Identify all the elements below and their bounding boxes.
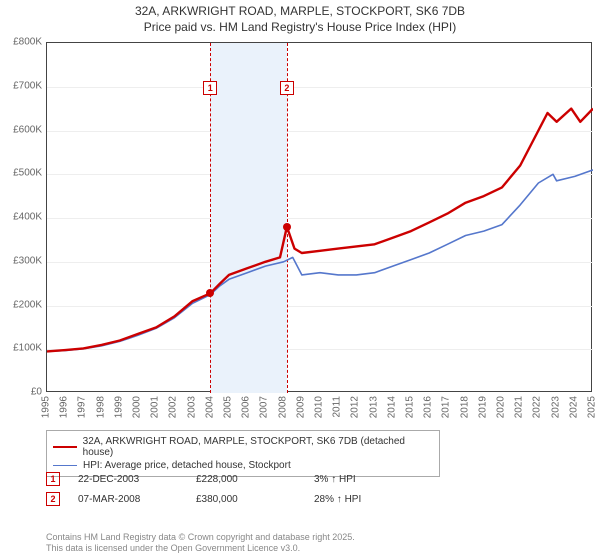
x-tick-label: 2015 [405,396,416,418]
marker-delta: 3% ↑ HPI [314,474,414,485]
marker-point [206,289,214,297]
x-tick-label: 1995 [41,396,52,418]
x-tick-label: 2001 [150,396,161,418]
series-hpi-line [47,170,593,352]
marker-date: 22-DEC-2003 [78,474,178,485]
y-tick-label: £400K [13,212,42,223]
legend-row-price: 32A, ARKWRIGHT ROAD, MARPLE, STOCKPORT, … [53,435,433,459]
chart: 12 [46,42,592,392]
marker-row: 1 22-DEC-2003 £228,000 3% ↑ HPI [46,472,414,486]
footer-line2: This data is licensed under the Open Gov… [46,543,355,554]
x-tick-label: 2016 [423,396,434,418]
y-tick-label: £200K [13,299,42,310]
x-tick-label: 2008 [277,396,288,418]
x-tick-label: 2006 [241,396,252,418]
y-tick-label: £800K [13,37,42,48]
plot-area: 12 [46,42,592,392]
x-tick-label: 2013 [368,396,379,418]
title-line2: Price paid vs. HM Land Registry's House … [0,20,600,36]
x-tick-label: 2012 [350,396,361,418]
x-tick-label: 2017 [441,396,452,418]
y-axis: £0£100K£200K£300K£400K£500K£600K£700K£80… [0,42,46,392]
x-tick-label: 2018 [459,396,470,418]
legend-label-hpi: HPI: Average price, detached house, Stoc… [83,460,291,471]
marker-delta: 28% ↑ HPI [314,494,414,505]
legend-swatch-hpi [53,465,77,466]
y-tick-label: £700K [13,80,42,91]
x-tick-label: 2024 [568,396,579,418]
x-tick-label: 1998 [95,396,106,418]
marker-badge: 2 [46,492,60,506]
x-tick-label: 2002 [168,396,179,418]
footer-line1: Contains HM Land Registry data © Crown c… [46,532,355,543]
y-tick-label: £300K [13,255,42,266]
x-tick-label: 2005 [223,396,234,418]
y-tick-label: £500K [13,168,42,179]
x-tick-label: 1997 [77,396,88,418]
x-tick-label: 2004 [204,396,215,418]
legend: 32A, ARKWRIGHT ROAD, MARPLE, STOCKPORT, … [46,430,440,477]
marker-table: 1 22-DEC-2003 £228,000 3% ↑ HPI 2 07-MAR-2008… [46,472,414,512]
series-price-line [47,109,593,352]
y-tick-label: £600K [13,124,42,135]
marker-price: £228,000 [196,474,296,485]
x-tick-label: 2020 [496,396,507,418]
x-tick-label: 1999 [113,396,124,418]
legend-swatch-price [53,446,77,448]
x-tick-label: 2025 [587,396,598,418]
x-tick-label: 2023 [550,396,561,418]
x-tick-label: 2011 [332,396,343,418]
marker-point [283,223,291,231]
title-line1: 32A, ARKWRIGHT ROAD, MARPLE, STOCKPORT, … [0,4,600,20]
marker-row: 2 07-MAR-2008 £380,000 28% ↑ HPI [46,492,414,506]
x-tick-label: 2010 [314,396,325,418]
legend-row-hpi: HPI: Average price, detached house, Stoc… [53,459,433,472]
marker-badge-chart: 2 [280,81,294,95]
x-tick-label: 2019 [477,396,488,418]
marker-date: 07-MAR-2008 [78,494,178,505]
x-tick-label: 2009 [295,396,306,418]
x-tick-label: 2022 [532,396,543,418]
x-tick-label: 2014 [386,396,397,418]
legend-label-price: 32A, ARKWRIGHT ROAD, MARPLE, STOCKPORT, … [83,436,433,458]
y-tick-label: £100K [13,343,42,354]
x-tick-label: 2003 [186,396,197,418]
marker-badge: 1 [46,472,60,486]
chart-title: 32A, ARKWRIGHT ROAD, MARPLE, STOCKPORT, … [0,0,600,35]
marker-price: £380,000 [196,494,296,505]
x-tick-label: 2007 [259,396,270,418]
x-tick-label: 2000 [132,396,143,418]
footer: Contains HM Land Registry data © Crown c… [46,532,355,554]
x-tick-label: 1996 [59,396,70,418]
marker-badge-chart: 1 [203,81,217,95]
x-tick-label: 2021 [514,396,525,418]
line-chart-svg [47,43,593,393]
